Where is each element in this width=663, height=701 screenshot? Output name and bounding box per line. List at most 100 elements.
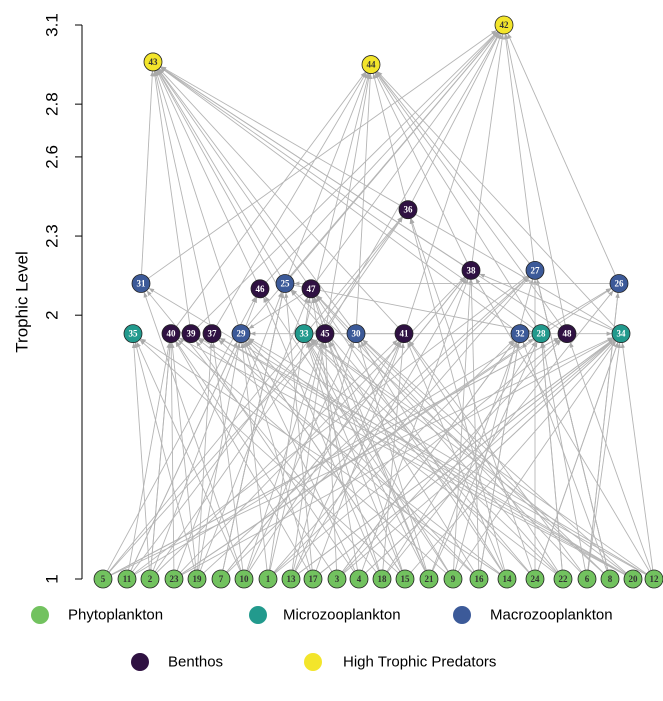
link	[376, 71, 530, 264]
link	[307, 341, 402, 571]
link	[295, 277, 467, 572]
node	[361, 55, 381, 74]
node-label: 34	[617, 329, 627, 339]
node	[143, 52, 163, 72]
link	[157, 69, 281, 277]
y-axis-title: Trophic Level	[13, 251, 32, 352]
link	[133, 275, 529, 574]
node	[211, 569, 231, 589]
link	[242, 342, 311, 571]
node	[531, 324, 551, 344]
node	[577, 569, 597, 589]
link	[315, 31, 500, 282]
node	[525, 569, 545, 589]
node-label: 5	[101, 574, 106, 584]
node	[623, 569, 643, 589]
node-label: 27	[531, 265, 541, 275]
node-label: 10	[240, 574, 250, 584]
link	[178, 337, 626, 576]
link	[197, 338, 501, 574]
node-label: 36	[404, 205, 414, 215]
node-label: 45	[321, 329, 331, 339]
link	[143, 291, 242, 571]
node	[164, 569, 184, 589]
link	[315, 341, 402, 571]
link	[246, 342, 323, 571]
link	[475, 277, 650, 572]
link	[309, 339, 530, 573]
node-label: 21	[425, 574, 435, 584]
link	[175, 341, 309, 572]
link	[323, 342, 338, 571]
legend-label: Macrozooplankton	[490, 607, 613, 624]
node-label: 20	[629, 574, 639, 584]
link	[160, 66, 614, 330]
node	[600, 569, 620, 589]
link	[219, 337, 647, 576]
node-label: 32	[516, 329, 526, 339]
link	[248, 293, 304, 330]
node-label: 25	[281, 279, 291, 289]
link	[311, 338, 647, 575]
node-label: 38	[467, 265, 477, 275]
link	[362, 339, 627, 574]
link	[294, 341, 401, 572]
node-label: 9	[451, 574, 456, 584]
link	[307, 341, 426, 572]
link	[587, 292, 620, 571]
node-label: 29	[237, 329, 247, 339]
link	[150, 342, 172, 571]
legend-swatch	[31, 606, 49, 624]
link	[199, 297, 309, 571]
node	[294, 324, 314, 344]
node-label: 33	[300, 329, 310, 339]
node	[275, 274, 295, 293]
link	[175, 340, 333, 572]
link	[411, 32, 501, 202]
link	[153, 70, 211, 325]
link	[382, 342, 405, 571]
link	[356, 73, 373, 325]
legend-swatch	[249, 606, 267, 624]
link	[372, 73, 407, 202]
node-label: 46	[256, 284, 266, 294]
node-label: 30	[352, 329, 362, 339]
node	[510, 324, 530, 344]
node	[461, 260, 481, 280]
link	[291, 289, 604, 574]
link	[176, 291, 283, 571]
link	[211, 342, 244, 571]
node	[258, 569, 278, 589]
link	[176, 71, 366, 327]
legend-swatch	[304, 653, 322, 671]
node-label: 3	[335, 574, 340, 584]
node	[419, 569, 439, 589]
node-label: 35	[129, 329, 139, 339]
legend-label: High Trophic Predators	[343, 654, 496, 671]
link	[386, 340, 537, 572]
node	[394, 324, 414, 344]
node	[117, 569, 137, 589]
link	[469, 279, 480, 571]
link	[342, 339, 562, 573]
node-label: 31	[137, 279, 147, 289]
link	[195, 340, 355, 572]
node-label: 13	[287, 574, 297, 584]
node-label: 42	[500, 20, 510, 30]
link	[453, 279, 473, 571]
link	[265, 31, 499, 283]
link	[620, 342, 654, 571]
node	[131, 274, 151, 293]
link	[159, 66, 514, 329]
node-label: 40	[167, 329, 177, 339]
node	[525, 260, 545, 280]
legend-label: Microzooplankton	[283, 607, 401, 624]
link	[216, 72, 367, 327]
node-label: 28	[537, 329, 547, 339]
link	[480, 342, 520, 571]
link	[181, 337, 614, 576]
node	[557, 324, 577, 344]
node-label: 44	[367, 60, 377, 70]
node	[234, 569, 254, 589]
